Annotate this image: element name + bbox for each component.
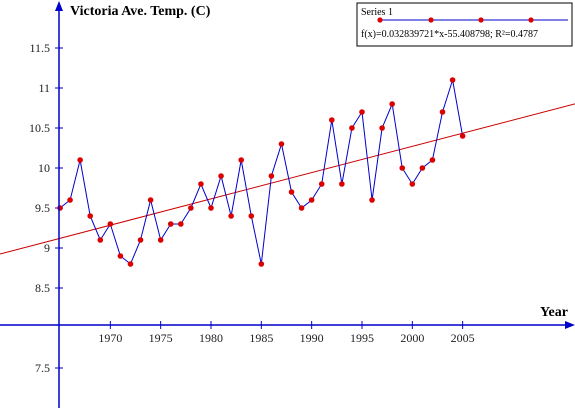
data-point (459, 133, 466, 139)
data-point (97, 237, 104, 243)
data-point (77, 157, 83, 163)
data-point (137, 237, 144, 243)
data-point (57, 205, 63, 211)
data-point (87, 213, 94, 219)
y-tick-label: 9.5 (35, 201, 50, 215)
y-tick-label: 10 (38, 161, 50, 175)
y-tick-label: 9 (44, 241, 50, 255)
data-point (268, 173, 275, 179)
data-point (308, 197, 315, 203)
series-layer (57, 77, 466, 267)
data-point (389, 101, 395, 107)
legend-marker-2 (428, 17, 434, 23)
legend-box (356, 2, 573, 47)
x-axis-title: Year (540, 305, 568, 320)
legend-series-name: Series 1 (361, 7, 393, 18)
data-point (238, 157, 244, 163)
data-point (147, 197, 154, 203)
legend-marker-4 (528, 17, 534, 23)
data-point (399, 165, 406, 171)
data-point (208, 205, 214, 211)
data-point (288, 189, 295, 195)
data-point (328, 117, 335, 123)
data-point (278, 141, 285, 147)
y-axis-title: Victoria Ave. Temp. (C) (70, 4, 211, 19)
y-tick-label: 7.5 (35, 361, 50, 375)
data-point (248, 213, 255, 219)
data-point (318, 181, 325, 187)
tick-labels: 1970 1975 1980 1985 1990 1995 2000 2005 7.5 8.5 9 9… (29, 41, 475, 375)
data-point (449, 77, 456, 83)
data-point (258, 261, 265, 267)
x-tick-label: 1995 (350, 331, 374, 345)
data-point (218, 173, 224, 179)
y-axis-arrow (55, 1, 63, 11)
trendline (0, 103, 575, 255)
data-point (359, 109, 365, 115)
data-point (107, 221, 114, 227)
data-point (67, 197, 73, 203)
data-point (167, 221, 174, 227)
y-tick-label: 11.5 (29, 41, 50, 55)
data-point (198, 181, 204, 187)
data-point (339, 181, 345, 187)
data-point (369, 197, 375, 203)
x-tick-label: 1990 (300, 331, 324, 345)
data-point (349, 125, 355, 131)
legend-marker-3 (478, 17, 484, 23)
x-tick-label: 2000 (400, 331, 424, 345)
data-point (228, 213, 234, 219)
data-point (127, 261, 134, 267)
x-tick-label: 1975 (149, 331, 173, 345)
x-axis-arrow (565, 321, 575, 329)
axis-ticks (55, 47, 464, 369)
y-tick-label: 10.5 (29, 121, 50, 135)
data-point (409, 181, 416, 187)
x-tick-label: 1980 (199, 331, 223, 345)
series-line (59, 79, 464, 265)
data-point (157, 237, 164, 243)
x-tick-label: 1970 (98, 331, 122, 345)
data-point (117, 253, 124, 259)
data-point (429, 157, 436, 163)
x-tick-label: 1985 (249, 331, 273, 345)
trendline-layer (0, 103, 575, 255)
data-point (298, 205, 305, 211)
legend-marker-1 (377, 17, 383, 23)
legend: Series 1 f(x)=0.032839721*x-55.408798; R… (356, 2, 573, 47)
x-tick-label: 2005 (451, 331, 475, 345)
data-point (177, 221, 184, 227)
data-point (188, 205, 194, 211)
y-tick-label: 11 (38, 81, 50, 95)
data-point (379, 125, 385, 131)
data-point (439, 109, 446, 115)
data-point (419, 165, 426, 171)
legend-trend-equation: f(x)=0.032839721*x-55.408798; R²=0.4787 (361, 29, 538, 40)
y-tick-label: 8.5 (35, 281, 50, 295)
